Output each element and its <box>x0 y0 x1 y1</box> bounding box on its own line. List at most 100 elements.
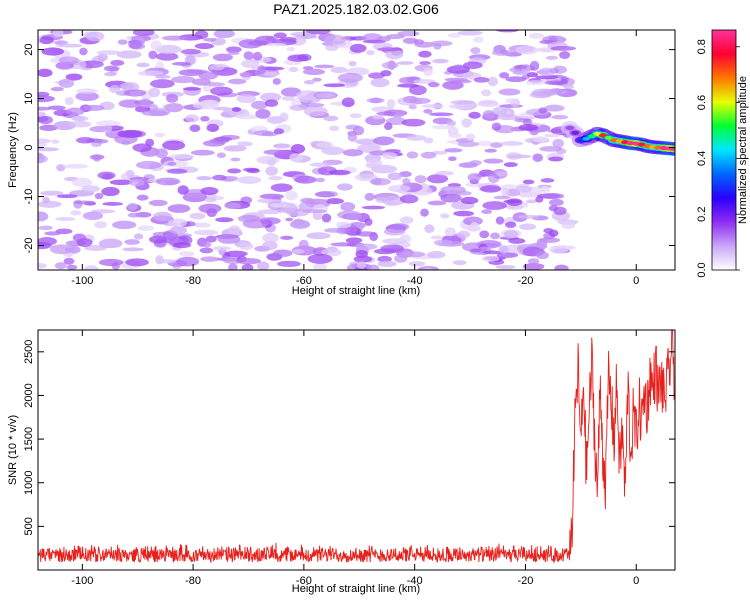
heatmap-noise-cell <box>56 194 78 199</box>
heatmap-noise-cell <box>257 198 280 203</box>
heatmap-noise-cell <box>423 109 433 114</box>
heatmap-noise-cell <box>421 104 444 109</box>
heatmap-noise-cell <box>540 178 555 183</box>
heatmap-noise-cell <box>440 185 466 195</box>
heatmap-noise-cell <box>431 125 455 130</box>
heatmap-noise-cell <box>200 82 226 87</box>
heatmap-noise-cell <box>382 152 398 160</box>
heatmap-noise-cell <box>256 261 270 270</box>
heatmap-noise-cell <box>184 114 200 123</box>
heatmap-noise-cell <box>138 70 164 77</box>
heatmap-noise-cell <box>399 234 411 243</box>
heatmap-noise-cell <box>495 216 505 225</box>
heatmap-noise-cell <box>315 177 326 183</box>
colorbar-tick-label: 0.6 <box>696 95 708 110</box>
heatmap-noise-cell <box>336 183 353 191</box>
heatmap-noise-cell <box>549 245 569 254</box>
spectrogram-frame <box>37 29 676 271</box>
heatmap-noise-cell <box>353 125 365 136</box>
heatmap-noise-cell <box>227 225 242 236</box>
heatmap-noise-cell <box>92 154 102 162</box>
heatmap-noise-cell <box>346 213 362 221</box>
heatmap-noise-cell <box>109 84 121 94</box>
heatmap-noise-cell <box>496 30 519 33</box>
heatmap-noise-cell <box>440 193 462 203</box>
heatmap-noise-cell <box>66 264 78 270</box>
heatmap-noise-cell <box>397 30 420 37</box>
snr-frame <box>37 329 676 571</box>
heatmap-noise-cell <box>461 118 472 128</box>
heatmap-noise-cell <box>206 123 220 133</box>
snr-background <box>38 330 675 570</box>
heatmap-noise-cell <box>481 255 500 262</box>
heatmap-noise-cell <box>136 194 149 201</box>
heatmap-noise-cell <box>476 140 493 147</box>
heatmap-noise-cell <box>420 208 429 217</box>
heatmap-noise-cell <box>468 111 481 119</box>
heatmap-noise-cell <box>388 223 410 231</box>
heatmap-noise-cell <box>139 98 152 108</box>
x-tick-label: -100 <box>71 575 93 587</box>
heatmap-noise-cell <box>396 61 414 65</box>
snr-series-line <box>38 330 675 564</box>
heatmap-noise-cell <box>272 249 293 257</box>
heatmap-noise-cell <box>552 138 564 149</box>
snr-y-label: SNR (10 * v/v) <box>7 415 19 485</box>
snr-x-ticks: -100 -80 -60 -40 -20 0 <box>71 330 639 587</box>
heatmap-noise-cell <box>212 53 233 62</box>
heatmap-noise-cell <box>424 224 435 234</box>
heatmap-noise-cell <box>285 217 294 222</box>
heatmap-noise-cell <box>499 72 510 79</box>
heatmap-noise-cell <box>259 217 281 225</box>
heatmap-noise-cell <box>480 89 492 97</box>
heatmap-noise-cell <box>453 210 474 217</box>
heatmap-noise-cell <box>408 104 417 110</box>
heatmap-noise-cell <box>385 49 404 60</box>
heatmap-noise-cell <box>38 111 46 117</box>
x-tick-label: -80 <box>185 575 201 587</box>
heatmap-noise-cell <box>166 93 179 103</box>
heatmap-noise-cell <box>231 106 242 112</box>
heatmap-noise-cell <box>132 143 152 152</box>
heatmap-noise-cell <box>423 137 434 144</box>
heatmap-noise-cell <box>446 120 457 127</box>
heatmap-noise-cell <box>209 64 225 71</box>
heatmap-noise-cell <box>214 136 233 142</box>
heatmap-noise-cell <box>63 257 75 265</box>
heatmap-noise-cell <box>535 75 559 80</box>
heatmap-noise-cell <box>490 142 503 149</box>
heatmap-noise-cell <box>503 162 518 168</box>
heatmap-noise-cell <box>136 62 150 68</box>
heatmap-noise-cell <box>448 132 462 139</box>
heatmap-noise-cell <box>243 51 254 60</box>
heatmap-noise-cell <box>200 115 210 122</box>
heatmap-noise-cell <box>38 115 54 125</box>
heatmap-noise-cell <box>41 47 65 56</box>
heatmap-noise-cell <box>79 47 88 56</box>
heatmap-noise-cell <box>260 209 275 214</box>
colorbar-tick-label: 0.8 <box>696 39 708 54</box>
heatmap-noise-cell <box>38 225 53 231</box>
heatmap-noise-cell <box>155 44 182 55</box>
heatmap-noise-cell <box>141 110 168 117</box>
heatmap-noise-cell <box>154 75 171 79</box>
heatmap-noise-cell <box>166 168 188 174</box>
heatmap-noise-cell <box>260 92 282 102</box>
heatmap-noise-cell <box>506 198 523 206</box>
heatmap-noise-cell <box>256 155 280 165</box>
heatmap-noise-cell <box>296 90 320 100</box>
heatmap-noise-cell <box>450 100 475 105</box>
heatmap-noise-cell <box>321 248 342 257</box>
y-tick-label: 500 <box>23 517 35 535</box>
heatmap-noise-cell <box>539 185 551 194</box>
y-tick-label: 1000 <box>23 470 35 494</box>
spectrogram-x-label: Height of straight line (km) <box>292 285 420 297</box>
heatmap-noise-cell <box>198 203 222 214</box>
heatmap-noise-cell <box>190 149 215 156</box>
heatmap-noise-cell <box>498 245 509 254</box>
heatmap-noise-cell <box>273 32 287 39</box>
heatmap-noise-cell <box>94 221 107 229</box>
x-tick-label: -40 <box>407 275 423 287</box>
snr-panel: -100 -80 -60 -40 -20 0 500 1000 1500 2000 2500 He… <box>7 329 676 595</box>
heatmap-noise-cell <box>418 50 432 58</box>
